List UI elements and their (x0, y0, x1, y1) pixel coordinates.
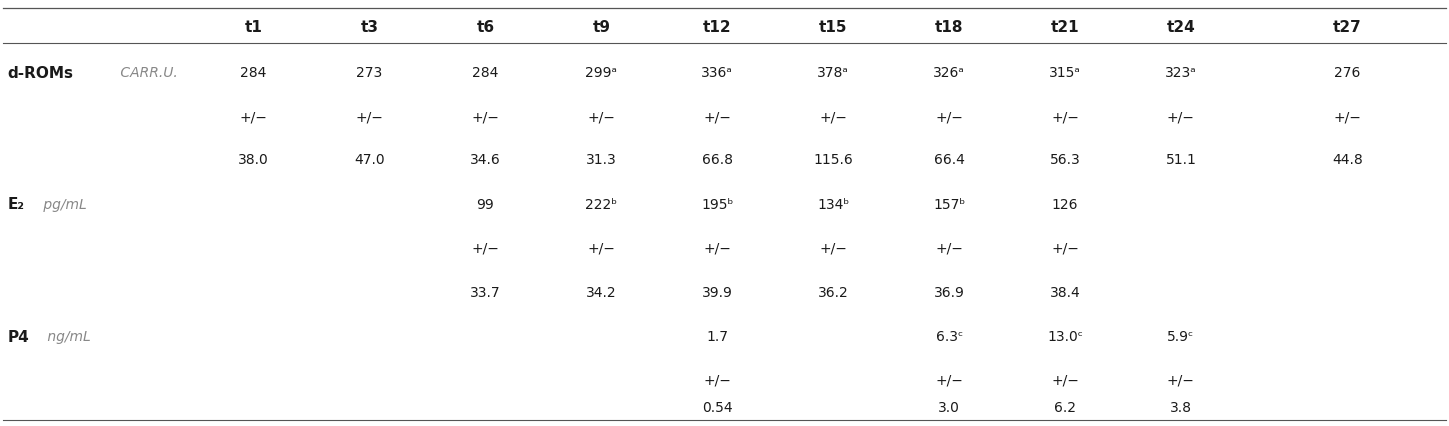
Text: +/−: +/− (819, 242, 848, 256)
Text: 3.0: 3.0 (938, 401, 961, 415)
Text: 3.8: 3.8 (1169, 401, 1193, 415)
Text: +/−: +/− (587, 242, 616, 256)
Text: +/−: +/− (1051, 110, 1080, 124)
Text: t15: t15 (819, 20, 848, 35)
Text: +/−: +/− (1051, 242, 1080, 256)
Text: E₂: E₂ (7, 198, 25, 213)
Text: 284: 284 (472, 66, 498, 80)
Text: t3: t3 (361, 20, 378, 35)
Text: 38.0: 38.0 (238, 153, 270, 167)
Text: +/−: +/− (703, 242, 732, 256)
Text: 284: 284 (241, 66, 267, 80)
Text: 323ᵃ: 323ᵃ (1165, 66, 1197, 80)
Text: 66.8: 66.8 (701, 153, 733, 167)
Text: 5.9ᶜ: 5.9ᶜ (1168, 330, 1194, 344)
Text: 39.9: 39.9 (701, 286, 733, 300)
Text: 1.7: 1.7 (706, 330, 729, 344)
Text: t6: t6 (477, 20, 494, 35)
Text: 51.1: 51.1 (1165, 153, 1197, 167)
Text: +/−: +/− (703, 110, 732, 124)
Text: 44.8: 44.8 (1332, 153, 1364, 167)
Text: 56.3: 56.3 (1049, 153, 1081, 167)
Text: +/−: +/− (355, 110, 384, 124)
Text: 6.3ᶜ: 6.3ᶜ (936, 330, 962, 344)
Text: 0.54: 0.54 (701, 401, 733, 415)
Text: +/−: +/− (1166, 374, 1195, 388)
Text: 13.0ᶜ: 13.0ᶜ (1048, 330, 1082, 344)
Text: t18: t18 (935, 20, 964, 35)
Text: 6.2: 6.2 (1053, 401, 1077, 415)
Text: +/−: +/− (239, 110, 268, 124)
Text: +/−: +/− (935, 374, 964, 388)
Text: 336ᵃ: 336ᵃ (701, 66, 733, 80)
Text: +/−: +/− (935, 110, 964, 124)
Text: 273: 273 (356, 66, 383, 80)
Text: 36.2: 36.2 (817, 286, 849, 300)
Text: 299ᵃ: 299ᵃ (585, 66, 617, 80)
Text: 195ᵇ: 195ᵇ (701, 198, 733, 212)
Text: 115.6: 115.6 (813, 153, 853, 167)
Text: +/−: +/− (587, 110, 616, 124)
Text: pg/mL: pg/mL (39, 198, 87, 212)
Text: t27: t27 (1333, 20, 1362, 35)
Text: 134ᵇ: 134ᵇ (817, 198, 849, 212)
Text: t9: t9 (593, 20, 610, 35)
Text: t21: t21 (1051, 20, 1080, 35)
Text: 157ᵇ: 157ᵇ (933, 198, 965, 212)
Text: +/−: +/− (1333, 110, 1362, 124)
Text: 34.6: 34.6 (469, 153, 501, 167)
Text: P4: P4 (7, 329, 29, 345)
Text: 34.2: 34.2 (585, 286, 617, 300)
Text: 222ᵇ: 222ᵇ (585, 198, 617, 212)
Text: CARR.U.: CARR.U. (116, 66, 178, 80)
Text: +/−: +/− (819, 110, 848, 124)
Text: 99: 99 (477, 198, 494, 212)
Text: 66.4: 66.4 (933, 153, 965, 167)
Text: t1: t1 (245, 20, 262, 35)
Text: +/−: +/− (471, 110, 500, 124)
Text: ng/mL: ng/mL (43, 330, 91, 344)
Text: +/−: +/− (703, 374, 732, 388)
Text: +/−: +/− (1166, 110, 1195, 124)
Text: d-ROMs: d-ROMs (7, 66, 74, 81)
Text: 326ᵃ: 326ᵃ (933, 66, 965, 80)
Text: 47.0: 47.0 (354, 153, 385, 167)
Text: +/−: +/− (935, 242, 964, 256)
Text: 36.9: 36.9 (933, 286, 965, 300)
Text: +/−: +/− (1051, 374, 1080, 388)
Text: 126: 126 (1052, 198, 1078, 212)
Text: 315ᵃ: 315ᵃ (1049, 66, 1081, 80)
Text: 33.7: 33.7 (469, 286, 501, 300)
Text: t12: t12 (703, 20, 732, 35)
Text: 276: 276 (1335, 66, 1361, 80)
Text: 31.3: 31.3 (585, 153, 617, 167)
Text: 38.4: 38.4 (1049, 286, 1081, 300)
Text: 378ᵃ: 378ᵃ (817, 66, 849, 80)
Text: t24: t24 (1166, 20, 1195, 35)
Text: +/−: +/− (471, 242, 500, 256)
